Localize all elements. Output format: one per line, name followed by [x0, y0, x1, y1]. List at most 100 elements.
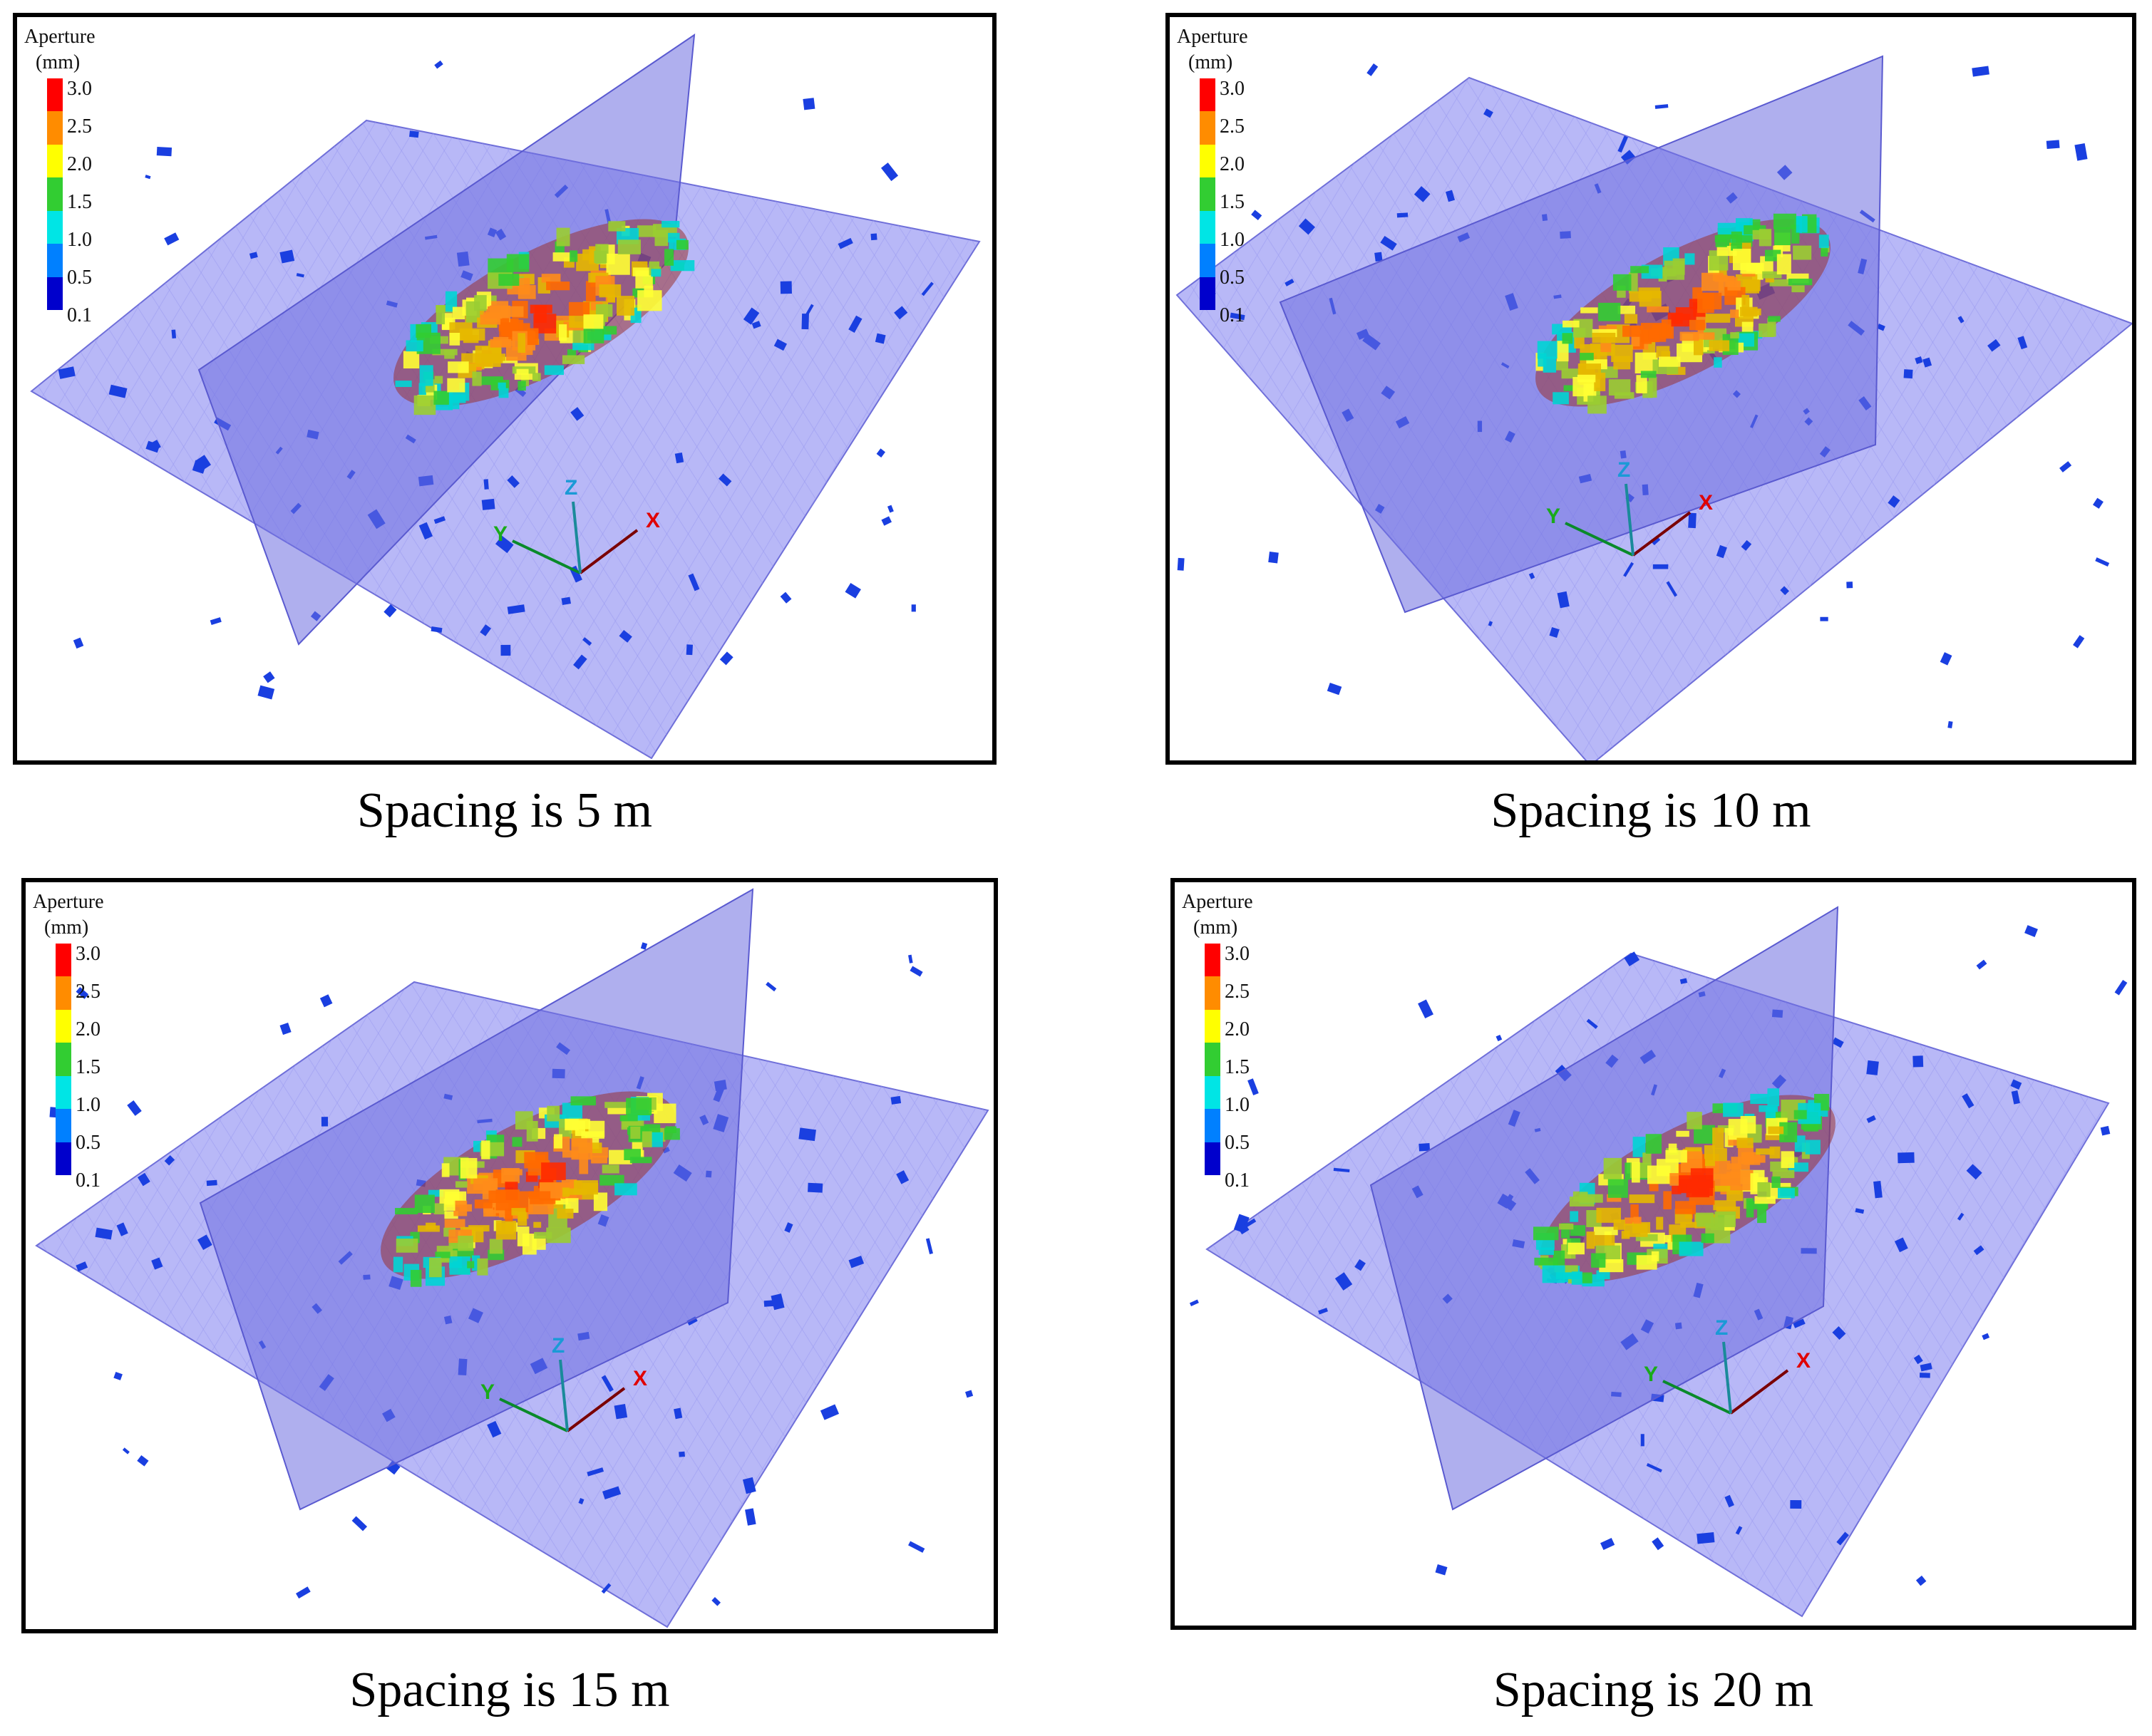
aperture-cell [1781, 1151, 1795, 1168]
small-fracture [171, 329, 177, 339]
small-fracture [1652, 1537, 1664, 1551]
aperture-cell [1580, 1192, 1588, 1201]
legend-tick-label: 0.5 [1225, 1132, 1250, 1154]
aperture-cell [1608, 379, 1631, 396]
legend-tick-label: 0.1 [76, 1169, 101, 1192]
aperture-cell [490, 339, 512, 348]
small-fracture [1982, 1333, 1990, 1340]
aperture-cell [563, 1188, 587, 1195]
aperture-cell [1740, 1116, 1756, 1134]
small-fracture [279, 1022, 292, 1035]
aperture-cell [1769, 1146, 1781, 1159]
aperture-cell [1714, 1211, 1736, 1227]
small-fracture [487, 1420, 502, 1438]
aperture-cell [1592, 332, 1616, 343]
small-fracture [1366, 63, 1379, 76]
small-fracture [1820, 616, 1828, 621]
aperture-cell [608, 221, 626, 232]
aperture-cell [1591, 1253, 1606, 1268]
legend-color-segment [1205, 1043, 1220, 1076]
small-fracture [870, 233, 877, 241]
aperture-cell [498, 388, 509, 398]
small-fracture [838, 237, 853, 249]
small-fracture [1915, 1575, 1927, 1586]
small-fracture [745, 1508, 756, 1526]
aperture-cell [518, 333, 526, 353]
aperture-cell [1556, 341, 1569, 362]
small-fracture [2100, 1125, 2111, 1136]
small-fracture [1947, 720, 1953, 729]
legend-color-segment [56, 1109, 71, 1142]
small-fracture [688, 573, 700, 591]
aperture-cell [1633, 1216, 1642, 1226]
small-fracture [1617, 135, 1628, 153]
aperture-cell [1672, 1185, 1682, 1194]
aperture-cell [1676, 1130, 1689, 1137]
small-fracture [582, 637, 592, 646]
aperture-cell [518, 285, 536, 299]
small-fracture [1396, 212, 1409, 218]
small-fracture [1846, 582, 1853, 589]
small-fracture [495, 535, 514, 554]
legend-tick-label: 1.0 [1220, 229, 1245, 251]
small-fracture [127, 1100, 142, 1116]
z-axis-label: Z [565, 476, 577, 500]
legend-tick-label: 1.0 [67, 229, 92, 251]
small-fracture [137, 1455, 149, 1467]
aperture-cell [1773, 213, 1796, 229]
aperture-cell [518, 1211, 526, 1221]
small-fracture [965, 1390, 974, 1398]
legend-color-segment [56, 1009, 71, 1043]
aperture-cell [449, 333, 460, 346]
aperture-cell [448, 390, 460, 410]
small-fracture [845, 583, 861, 599]
small-fracture [1976, 959, 1987, 970]
small-fracture [1189, 1299, 1199, 1306]
legend-tick-label: 0.1 [67, 304, 92, 326]
aperture-cell [1726, 1163, 1750, 1170]
aperture-cell [396, 1239, 418, 1253]
fracture-network-scene-1: X Y Z [30, 33, 981, 760]
small-fracture [766, 981, 777, 992]
small-fracture [2046, 140, 2060, 149]
fracture-network-scene-2: X Y Z [1175, 55, 2132, 760]
aperture-cell [501, 1168, 520, 1184]
aperture-cell [1555, 1271, 1581, 1280]
small-fracture [1230, 312, 1245, 321]
aperture-cell [1768, 1126, 1784, 1135]
small-fracture [263, 671, 275, 683]
aperture-cell [441, 1163, 450, 1177]
aperture-cell [599, 284, 622, 298]
aperture-cell [1603, 1157, 1622, 1179]
small-fracture [1488, 621, 1493, 626]
aperture-cell [1617, 305, 1636, 314]
x-axis-label: X [1699, 491, 1713, 515]
small-fracture [2095, 557, 2110, 567]
legend-color-segment [47, 177, 63, 211]
aperture-cell [651, 1132, 663, 1147]
small-fracture [1894, 1237, 1908, 1253]
small-fracture [1418, 999, 1433, 1019]
small-fracture [480, 624, 492, 636]
small-fracture [602, 1486, 622, 1499]
small-fracture [875, 333, 886, 344]
aperture-cell [1635, 1234, 1658, 1241]
aperture-cell [1664, 260, 1685, 280]
aperture-cell [664, 249, 674, 266]
small-fracture [113, 1371, 123, 1380]
fracture-network-scene-3: X Y Z [35, 888, 989, 1628]
aperture-cell [481, 1140, 490, 1159]
aperture-cell [498, 382, 506, 389]
aperture-cell [532, 373, 541, 381]
aperture-cell [1690, 1168, 1714, 1188]
small-fracture [58, 366, 76, 379]
aperture-cell [546, 281, 570, 291]
aperture-cell [1746, 262, 1763, 272]
aperture-cell [1642, 1152, 1652, 1164]
small-fracture [1913, 1354, 1923, 1365]
aperture-cell [494, 356, 518, 363]
small-fracture [1716, 544, 1727, 559]
y-axis-label: Y [1546, 505, 1560, 528]
aperture-cell [1629, 291, 1652, 302]
small-fracture [507, 604, 525, 614]
